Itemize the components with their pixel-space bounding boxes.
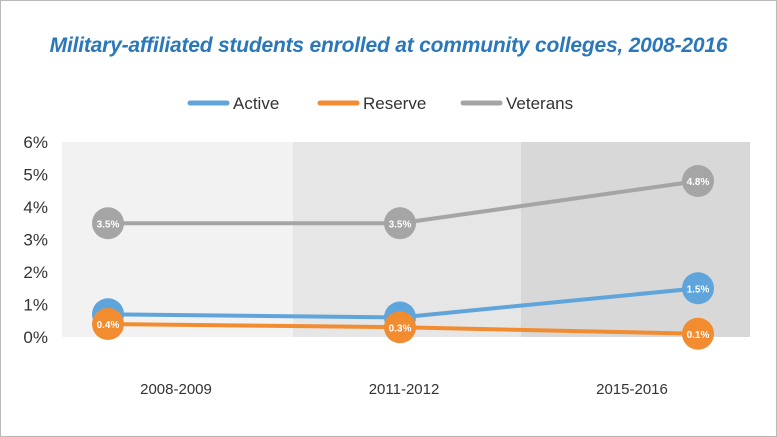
- legend-label: Veterans: [506, 94, 573, 113]
- data-label: 0.4%: [97, 320, 120, 331]
- y-axis: 0% 1% 2% 3% 4% 5% 6%: [23, 133, 48, 347]
- legend-item-active: Active: [187, 94, 279, 113]
- data-marker: [682, 317, 714, 350]
- y-tick-label: 5%: [23, 166, 48, 185]
- data-label: 0.3%: [389, 323, 412, 334]
- y-tick-label: 2%: [23, 263, 48, 282]
- y-tick-label: 1%: [23, 296, 48, 315]
- legend: Active Reserve Veterans: [187, 94, 573, 113]
- data-point-veterans: 4.8%: [682, 165, 714, 197]
- y-tick-label: 4%: [23, 198, 48, 217]
- y-tick-label: 0%: [23, 328, 48, 347]
- x-tick-label: 2015-2016: [596, 381, 668, 398]
- data-marker: [92, 207, 124, 240]
- chart-title: Military-affiliated students enrolled at…: [49, 34, 728, 57]
- x-tick-label: 2008-2009: [140, 381, 212, 398]
- data-label: 1.5%: [687, 284, 710, 295]
- data-point-active: 1.5%: [682, 272, 714, 305]
- data-point-reserve: 0.4%: [92, 308, 124, 340]
- data-marker: [384, 311, 416, 344]
- legend-label: Reserve: [363, 94, 426, 113]
- band-2015-2016: [521, 142, 750, 337]
- x-tick-label: 2011-2012: [369, 381, 440, 398]
- legend-item-reserve: Reserve: [317, 94, 426, 113]
- data-point-reserve: 0.1%: [682, 317, 714, 350]
- data-label: 3.5%: [97, 219, 120, 230]
- y-tick-label: 6%: [23, 133, 48, 152]
- x-axis: 2008-2009 2011-2012 2015-2016: [140, 381, 668, 398]
- legend-item-veterans: Veterans: [460, 94, 573, 113]
- legend-label: Active: [233, 94, 279, 113]
- data-marker: [682, 165, 714, 197]
- background-bands: [62, 142, 750, 337]
- data-point-veterans: 3.5%: [92, 207, 124, 240]
- data-point-reserve: 0.3%: [384, 311, 416, 344]
- y-tick-label: 3%: [23, 231, 48, 250]
- data-label: 3.5%: [389, 219, 412, 230]
- data-marker: [92, 308, 124, 340]
- data-label: 0.1%: [687, 330, 710, 341]
- series-markers: 0.7%0.6%1.5%0.4%0.3%0.1%3.5%3.5%4.8%: [92, 165, 714, 350]
- data-marker: [682, 272, 714, 305]
- data-point-veterans: 3.5%: [384, 207, 416, 240]
- data-marker: [384, 207, 416, 240]
- data-label: 4.8%: [687, 177, 710, 188]
